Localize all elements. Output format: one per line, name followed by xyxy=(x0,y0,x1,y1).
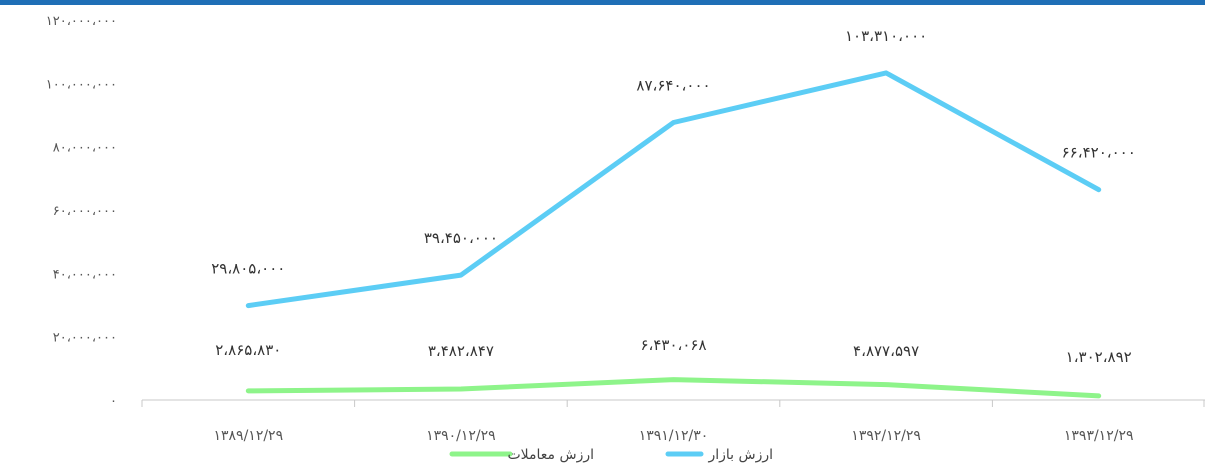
y-axis-labels: ۰ ۲۰،۰۰۰،۰۰۰ ۴۰،۰۰۰،۰۰۰ ۶۰،۰۰۰،۰۰۰ ۸۰،۰۰۰،۰۰… xyxy=(46,14,117,409)
y-tick-label: ۰ xyxy=(110,394,117,409)
data-label: ۶،۴۳۰،۰۶۸ xyxy=(640,336,706,354)
y-tick-label: ۲۰،۰۰۰،۰۰۰ xyxy=(53,331,117,346)
x-tick-label: ۱۳۹۱/۱۲/۳۰ xyxy=(639,428,709,444)
data-label: ۳۹،۴۵۰،۰۰۰ xyxy=(424,229,498,247)
data-label: ۴،۸۷۷،۵۹۷ xyxy=(853,342,919,360)
y-tick-label: ۶۰،۰۰۰،۰۰۰ xyxy=(53,204,117,219)
x-tick-label: ۱۳۹۳/۱۲/۲۹ xyxy=(1064,428,1134,444)
x-tick-label: ۱۳۸۹/۱۲/۲۹ xyxy=(214,428,284,444)
data-label: ۲،۸۶۵،۸۳۰ xyxy=(215,341,281,359)
y-tick-label: ۸۰،۰۰۰،۰۰۰ xyxy=(53,141,117,156)
series-line-1 xyxy=(245,377,1102,399)
y-tick-label: ۱۰۰،۰۰۰،۰۰۰ xyxy=(46,77,117,92)
data-label: ۲۹،۸۰۵،۰۰۰ xyxy=(211,260,285,278)
data-label: ۱۰۳،۳۱۰،۰۰۰ xyxy=(845,27,927,45)
legend: ارزش بازار ارزش معاملات xyxy=(449,447,773,463)
y-tick-label: ۴۰،۰۰۰،۰۰۰ xyxy=(53,267,117,282)
series-lines xyxy=(245,70,1102,399)
data-label: ۳،۴۸۲،۸۴۷ xyxy=(428,342,494,360)
data-labels: ۲۹،۸۰۵،۰۰۰ ۳۹،۴۵۰،۰۰۰ ۸۷،۶۴۰،۰۰۰ ۱۰۳،۳۱۰،۰۰… xyxy=(211,27,1136,366)
x-axis: ۱۳۸۹/۱۲/۲۹ ۱۳۹۰/۱۲/۲۹ ۱۳۹۱/۱۲/۳۰ ۱۳۹۲/۱۲/۲۹… xyxy=(141,399,1205,444)
top-accent-bar xyxy=(0,0,1205,5)
data-label: ۸۷،۶۴۰،۰۰۰ xyxy=(636,76,710,94)
x-tick-label: ۱۳۹۰/۱۲/۲۹ xyxy=(426,428,496,444)
legend-label-trade-value: ارزش معاملات xyxy=(507,447,594,463)
data-label: ۱،۳۰۲،۸۹۲ xyxy=(1066,348,1132,366)
x-tick-label: ۱۳۹۲/۱۲/۲۹ xyxy=(851,428,921,444)
data-label: ۶۶،۴۲۰،۰۰۰ xyxy=(1062,144,1136,162)
series-line-0 xyxy=(245,70,1102,309)
legend-label-market-value: ارزش بازار xyxy=(707,447,773,463)
y-tick-label: ۱۲۰،۰۰۰،۰۰۰ xyxy=(46,14,117,29)
